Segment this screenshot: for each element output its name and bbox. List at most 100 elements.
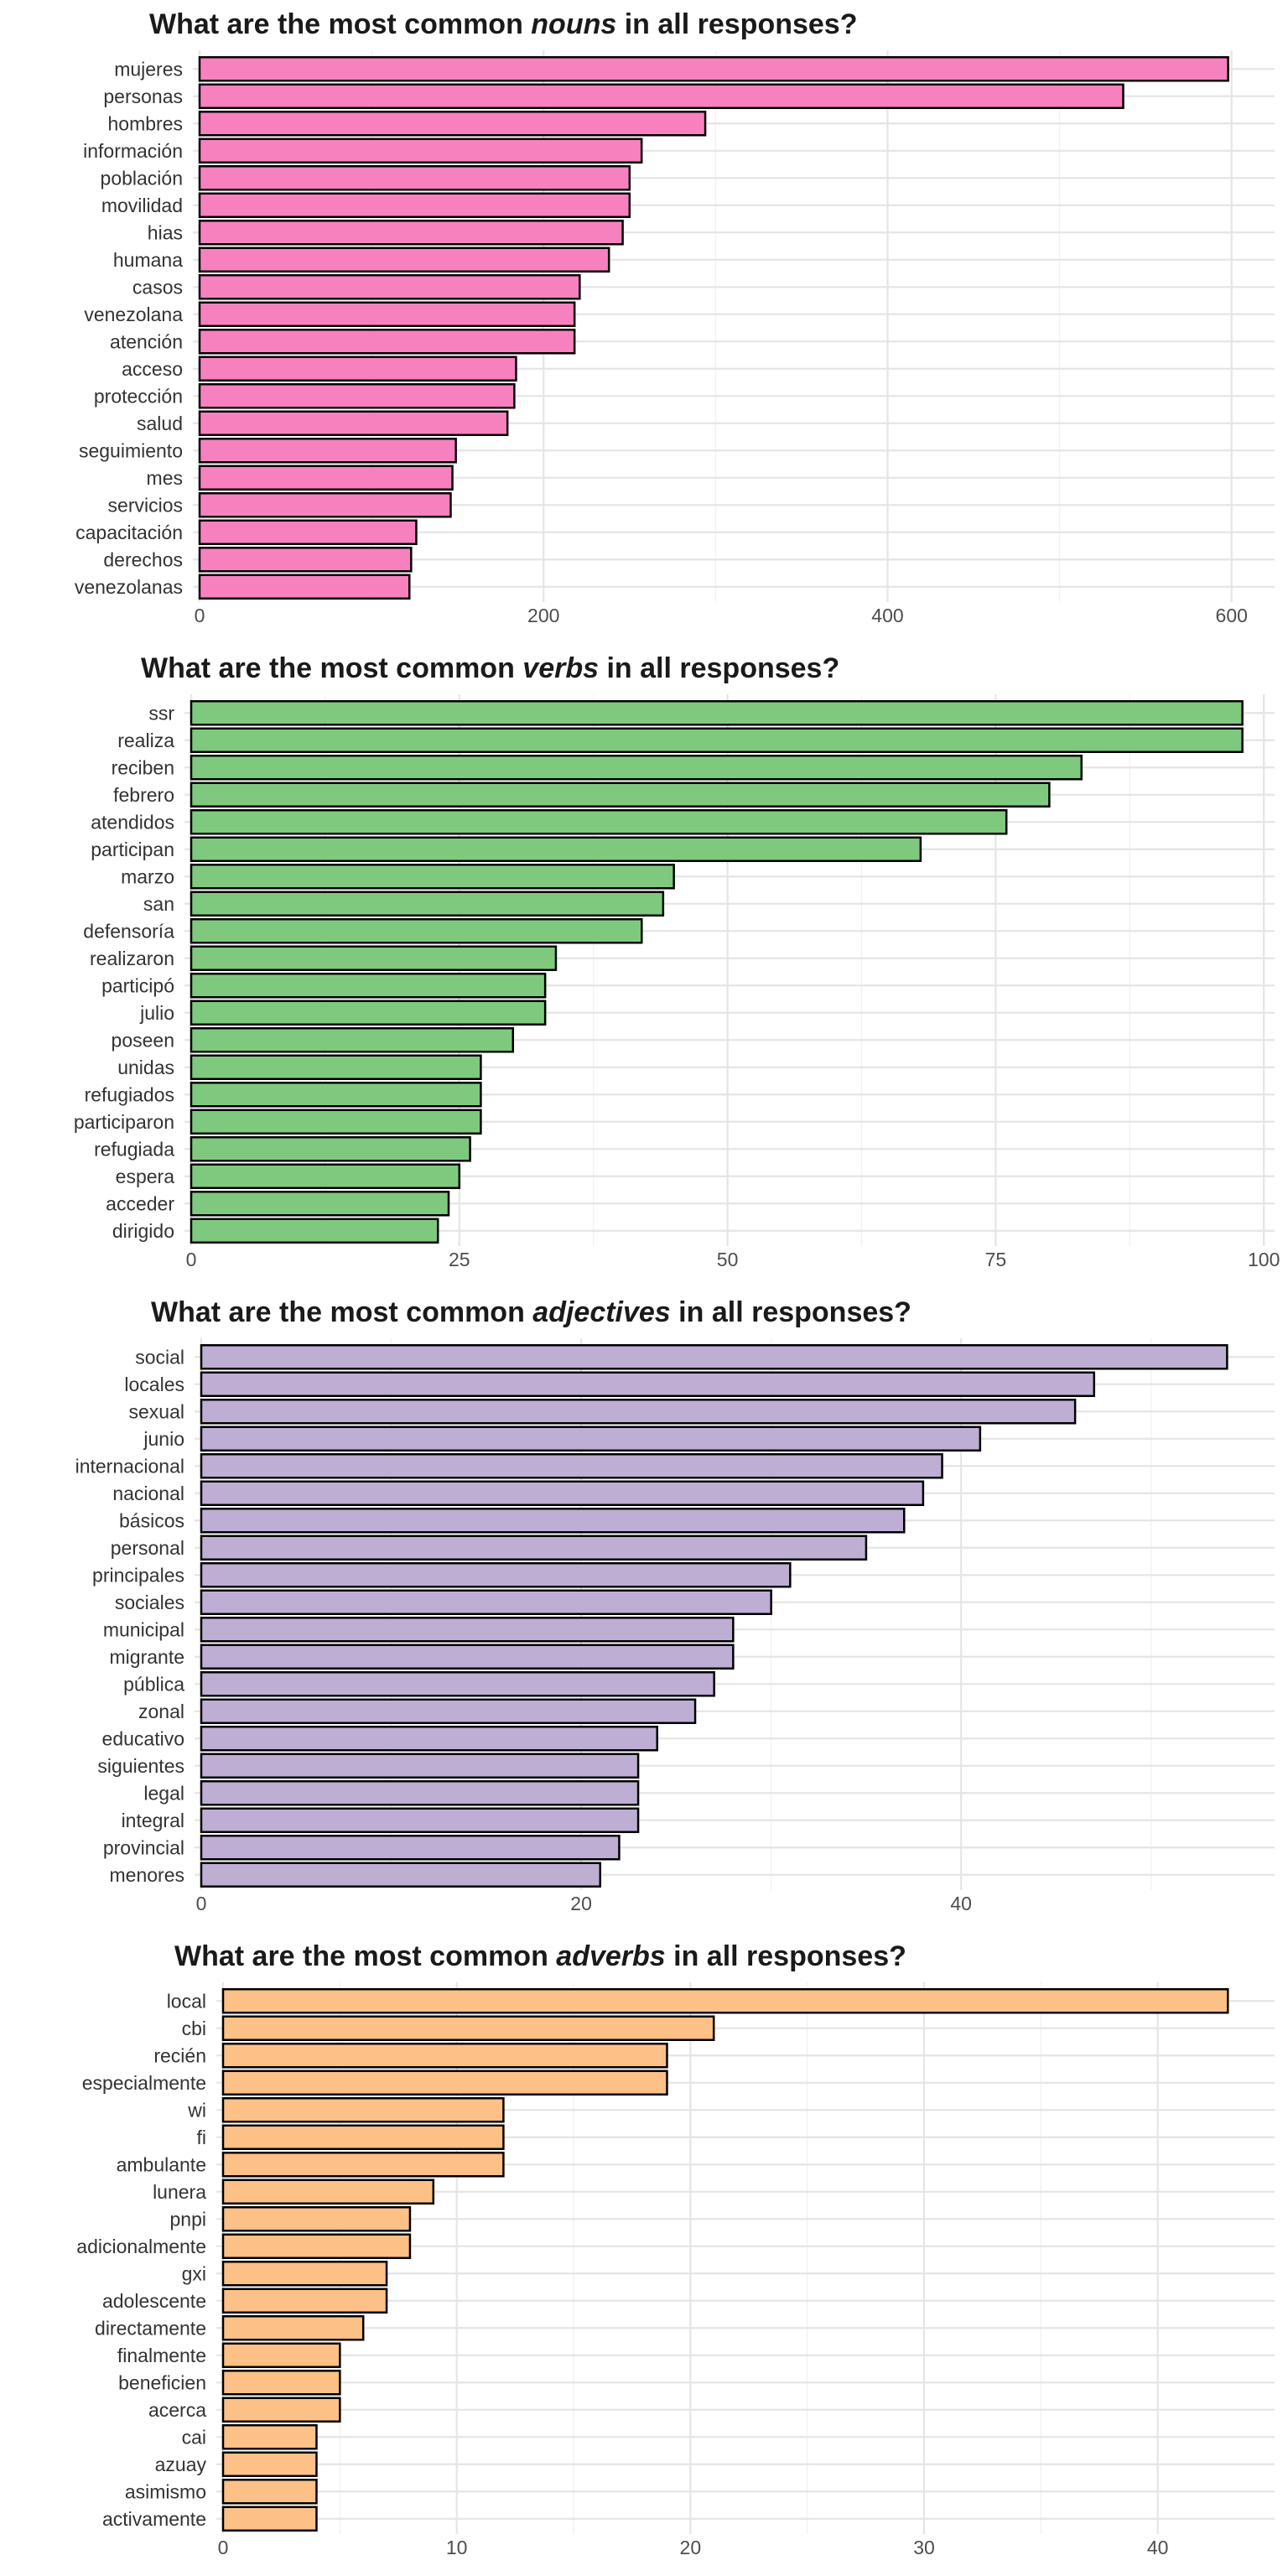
- x-tick-label: 20: [570, 1893, 592, 1914]
- bar: [198, 410, 509, 436]
- category-label: hombres: [108, 112, 183, 134]
- bar: [200, 1562, 792, 1588]
- bar: [190, 1054, 482, 1080]
- category-label: mes: [147, 467, 183, 489]
- bar: [198, 547, 413, 573]
- bar: [190, 1163, 461, 1189]
- bar: [190, 1218, 439, 1244]
- bar: [190, 1109, 482, 1135]
- chart-title-part: What are the most common: [149, 8, 531, 40]
- verbs-chart-panel: What are the most common verbs in all re…: [0, 644, 1288, 1288]
- category-label: participó: [101, 974, 174, 996]
- bar: [221, 2397, 341, 2423]
- category-label: humana: [113, 249, 183, 271]
- bar: [190, 700, 1244, 726]
- category-label: ssr: [148, 702, 174, 724]
- bar: [221, 2451, 318, 2477]
- bar: [221, 2506, 318, 2532]
- category-label: personas: [103, 86, 183, 107]
- category-label: sexual: [129, 1400, 184, 1422]
- bar: [200, 1726, 658, 1752]
- x-tick-label: 0: [218, 2537, 229, 2558]
- bar: [221, 2479, 318, 2505]
- category-label: seguimiento: [79, 439, 183, 461]
- bar: [221, 2043, 668, 2069]
- bar: [190, 945, 558, 971]
- category-label: sociales: [115, 1592, 184, 1613]
- x-tick-label: 20: [680, 2537, 702, 2558]
- category-label: junio: [143, 1428, 184, 1450]
- category-label: nacional: [112, 1483, 184, 1504]
- bar: [200, 1617, 735, 1643]
- bar: [200, 1344, 1228, 1370]
- category-label: siguientes: [97, 1755, 184, 1777]
- bar: [190, 1191, 450, 1217]
- category-label: movilidad: [101, 195, 183, 216]
- category-label: fi: [197, 2127, 207, 2148]
- category-label: refugiados: [85, 1083, 174, 1105]
- category-label: azuay: [155, 2454, 207, 2475]
- category-label: migrante: [110, 1646, 184, 1668]
- category-label: capacitación: [75, 522, 183, 543]
- category-label: municipal: [103, 1618, 184, 1640]
- bar: [190, 973, 547, 999]
- category-label: directamente: [95, 2317, 206, 2339]
- adjectives-chart-panel: What are the most common adjectives in a…: [0, 1288, 1288, 1932]
- category-label: personal: [111, 1537, 184, 1559]
- category-label: participaron: [74, 1111, 174, 1133]
- category-label: internacional: [75, 1455, 184, 1477]
- bar: [190, 755, 1083, 781]
- category-label: atención: [110, 330, 183, 352]
- bar: [198, 383, 516, 409]
- category-label: población: [101, 167, 183, 189]
- bar: [198, 220, 624, 246]
- chart-title: What are the most common adjectives in a…: [151, 1296, 911, 1328]
- category-label: defensoría: [83, 920, 174, 942]
- category-label: poseen: [112, 1029, 174, 1051]
- category-label: zonal: [138, 1701, 184, 1722]
- bar: [221, 2315, 365, 2341]
- chart-title-part: What are the most common: [151, 1296, 532, 1328]
- category-label: asimismo: [125, 2480, 206, 2502]
- bar: [198, 165, 631, 191]
- x-tick-label: 400: [871, 605, 903, 626]
- bar: [190, 1000, 547, 1026]
- category-label: julio: [139, 1002, 174, 1024]
- category-label: pnpi: [170, 2208, 206, 2230]
- bar: [221, 2179, 435, 2205]
- category-label: salud: [137, 413, 183, 434]
- bar: [198, 329, 576, 355]
- bar: [198, 574, 411, 600]
- chart-title-part: What are the most common: [174, 1940, 556, 1972]
- category-label: dirigido: [112, 1220, 174, 1242]
- category-label: acceso: [122, 358, 183, 380]
- bar: [200, 1371, 1096, 1397]
- category-label: febrero: [113, 784, 174, 806]
- bar: [200, 1862, 602, 1888]
- category-label: realiza: [117, 730, 174, 751]
- adjectives-bar-chart: What are the most common adjectives in a…: [75, 1296, 1275, 1914]
- chart-title-part: in all responses?: [599, 652, 839, 684]
- x-tick-label: 0: [195, 605, 205, 626]
- bar: [200, 1780, 640, 1806]
- chart-title: What are the most common verbs in all re…: [141, 652, 839, 684]
- chart-title-part: in all responses?: [616, 8, 857, 40]
- bar: [190, 782, 1051, 808]
- chart-title: What are the most common nouns in all re…: [149, 8, 857, 40]
- chart-title: What are the most common adverbs in all …: [174, 1940, 906, 1972]
- x-tick-label: 0: [196, 1893, 207, 1914]
- category-label: especialmente: [82, 2072, 206, 2094]
- x-tick-label: 40: [950, 1893, 972, 1914]
- category-label: educativo: [102, 1727, 184, 1749]
- chart-title-part: What are the most common: [141, 652, 522, 684]
- chart-title-part: adjectives: [532, 1296, 670, 1328]
- category-label: principales: [92, 1564, 184, 1586]
- category-label: mujeres: [114, 58, 183, 80]
- category-label: básicos: [119, 1509, 184, 1531]
- bar: [198, 247, 610, 273]
- x-tick-label: 30: [913, 2537, 935, 2558]
- category-label: cai: [182, 2426, 206, 2448]
- bar: [221, 1988, 1229, 2014]
- category-label: marzo: [121, 865, 174, 887]
- x-tick-label: 0: [186, 1249, 197, 1270]
